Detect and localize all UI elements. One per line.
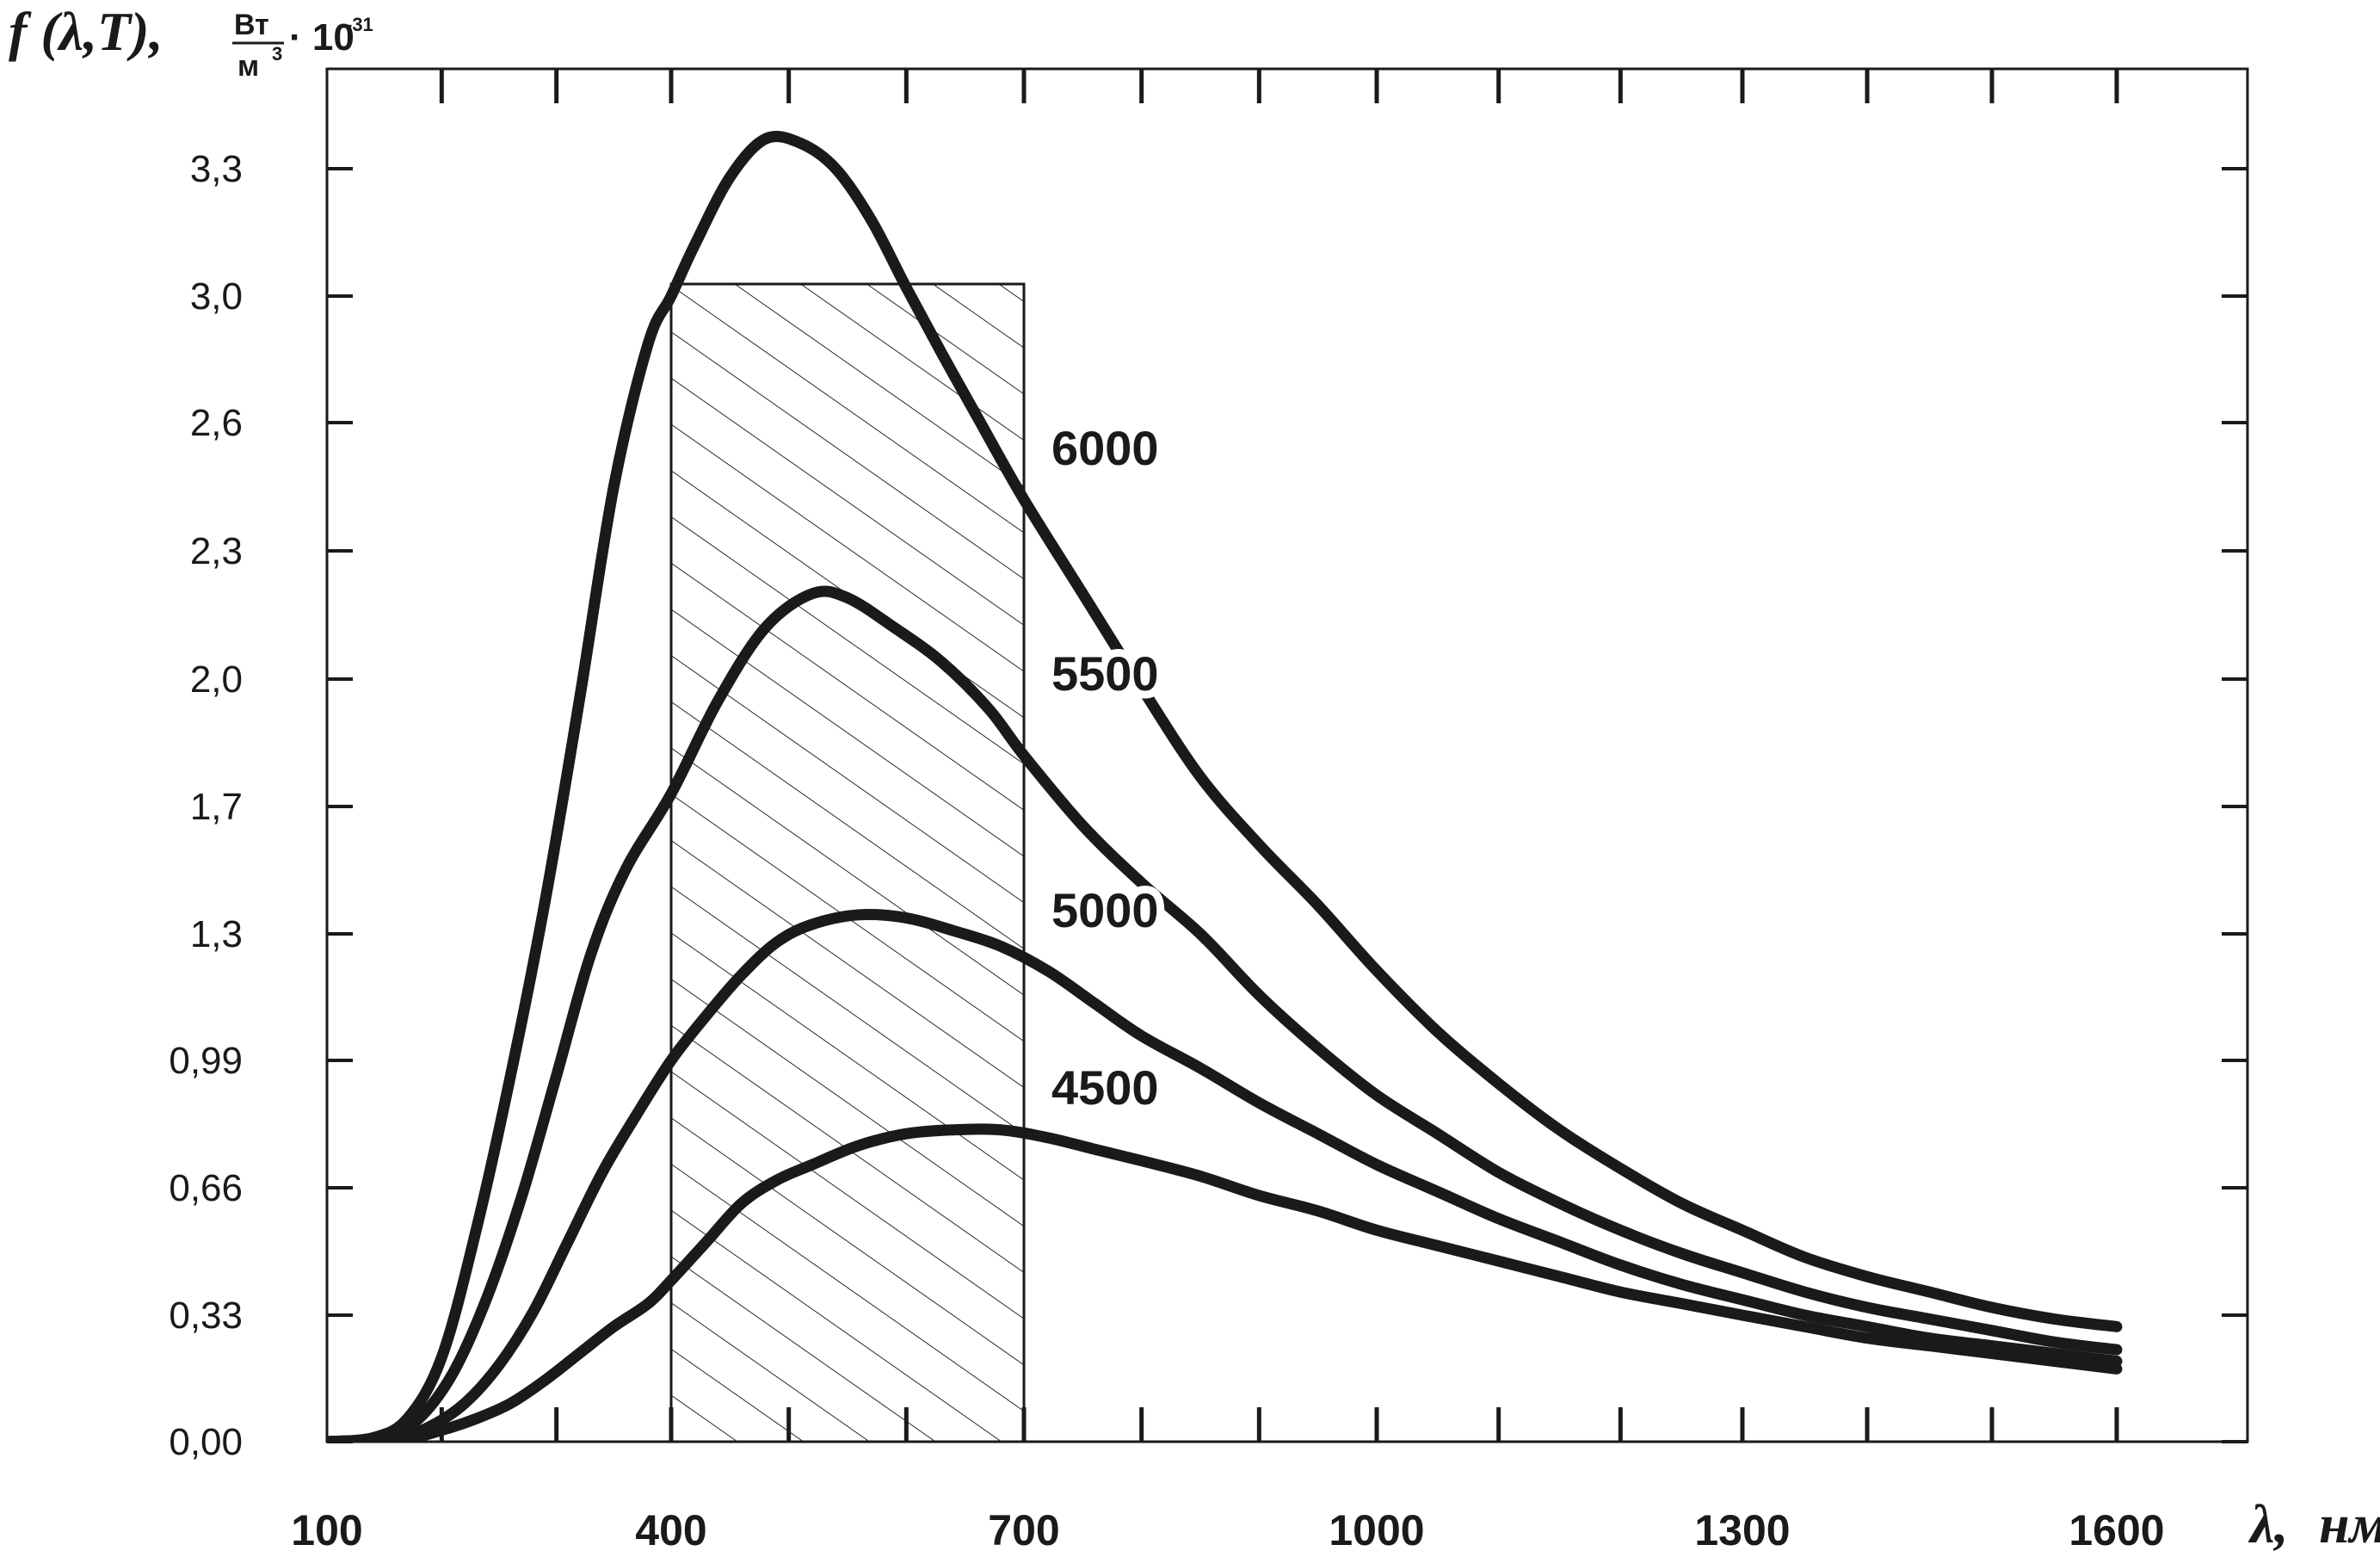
series-label-4500: 4500 — [1051, 1060, 1159, 1115]
series-lines — [327, 131, 2123, 1442]
series-line-6000 — [327, 131, 2123, 1442]
y-tick-label-8: 2,6 — [190, 402, 243, 444]
x-tick-label-3: 1000 — [1329, 1506, 1424, 1551]
x-tick-label-5: 1600 — [2069, 1506, 2164, 1551]
y-axis-unit-denominator-power: 3 — [272, 43, 282, 65]
x-tick-labels: 100 400 700 1000 1300 1600 — [291, 1506, 2164, 1551]
y-tick-label-5: 1,7 — [190, 786, 243, 828]
y-axis-multiplier-power: -31 — [346, 14, 373, 35]
series-label-5000: 5000 — [1051, 883, 1159, 937]
y-tick-label-3: 0,99 — [169, 1040, 243, 1082]
series-line-5500 — [327, 585, 2123, 1442]
y-tick-label-7: 2,3 — [190, 530, 243, 572]
series-label-5500: 5500 — [1051, 646, 1159, 701]
y-axis-unit-denominator: м — [237, 50, 259, 83]
y-tick-label-2: 0,66 — [169, 1167, 243, 1209]
x-tick-label-1: 400 — [635, 1506, 706, 1551]
y-tick-label-4: 1,3 — [190, 913, 243, 955]
visible-band-hatched — [669, 282, 1026, 1443]
x-tick-label-2: 700 — [988, 1506, 1059, 1551]
y-axis-unit-numerator: Вт — [234, 9, 269, 41]
x-axis-title: λ, нм — [2247, 1493, 2380, 1551]
y-tick-label-1: 0,33 — [169, 1295, 243, 1337]
y-tick-label-0: 0,00 — [169, 1421, 243, 1463]
y-tick-label-10: 3,3 — [190, 148, 243, 190]
y-tick-label-9: 3,0 — [190, 275, 243, 318]
x-axis-title-symbol: λ, — [2247, 1493, 2288, 1551]
series-label-6000: 6000 — [1051, 421, 1159, 475]
series-line-4500 — [327, 1123, 2123, 1442]
y-tick-labels: 0,00 0,33 0,66 0,99 1,3 1,7 2,0 2,3 2,6 3,0 3,3 — [169, 148, 243, 1463]
axis-ticks — [327, 69, 2247, 1443]
y-axis-title-prefix: f (λ,T), — [9, 1, 163, 62]
x-tick-label-4: 1300 — [1694, 1506, 1790, 1551]
series-line-5000 — [327, 908, 2123, 1442]
x-tick-label-0: 100 — [291, 1506, 362, 1551]
x-axis-title-unit: нм — [2319, 1493, 2380, 1551]
y-axis-title: f (λ,T), Вт м 3 · 10 -31 — [9, 1, 373, 83]
y-axis-multiplier: · 10 — [289, 16, 355, 59]
plot-frame — [325, 67, 2249, 1443]
y-tick-label-6: 2,0 — [190, 658, 243, 701]
series-labels: 6000 5500 5000 4500 — [1044, 413, 1167, 1122]
